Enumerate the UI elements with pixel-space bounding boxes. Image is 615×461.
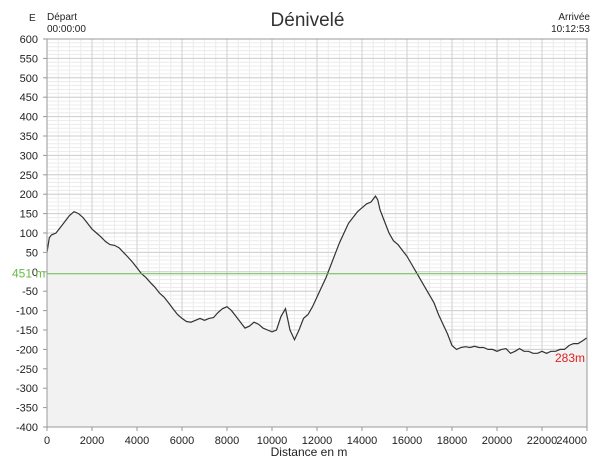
y-tick-label: 600	[20, 34, 38, 46]
x-tick-label: 0	[44, 435, 50, 447]
x-tick-label: 10000	[257, 435, 288, 447]
x-tick-label: 24000	[556, 435, 587, 447]
y-tick-label: 400	[20, 112, 38, 124]
x-tick-label: 4000	[125, 435, 149, 447]
x-tick-label: 2000	[80, 435, 104, 447]
y-tick-label: 250	[20, 170, 38, 182]
elevation-area	[47, 196, 587, 427]
x-tick-label: 6000	[170, 435, 194, 447]
end-time: 10:12:53	[551, 24, 590, 35]
y-tick-label: -100	[16, 306, 38, 318]
y-tick-label: 100	[20, 228, 38, 240]
y-tick-label: 450	[20, 92, 38, 104]
y-tick-label: -350	[16, 403, 38, 415]
elevation-line	[46, 195, 588, 355]
x-tick-label: 22000	[527, 435, 558, 447]
start-label: Départ	[47, 12, 78, 23]
x-tick-label: 12000	[302, 435, 333, 447]
y-tick-label: -200	[16, 344, 38, 356]
y-tick-label: 500	[20, 73, 38, 85]
x-tick-label: 20000	[482, 435, 513, 447]
y-tick-label: 550	[20, 53, 38, 65]
y-tick-label: 350	[20, 131, 38, 143]
end-label: Arrivée	[558, 12, 590, 23]
x-tick-label: 14000	[347, 435, 378, 447]
y-tick-label: 50	[26, 247, 38, 259]
reference-line-label: 451 m	[12, 267, 45, 281]
y-tick-label: 300	[20, 150, 38, 162]
start-time: 00:00:00	[47, 24, 86, 35]
y-tick-label: -150	[16, 325, 38, 337]
x-tick-label: 16000	[392, 435, 423, 447]
y-tick-label: -50	[22, 286, 38, 298]
end-elevation-label: 283m	[555, 351, 585, 365]
y-tick-label: 150	[20, 209, 38, 221]
x-tick-label: 18000	[437, 435, 468, 447]
unit-label: E	[29, 13, 36, 24]
y-tick-label: 200	[20, 189, 38, 201]
chart-title: Dénivelé	[270, 10, 345, 31]
y-axis-ticks: 600550500450400350300250200150100500-50-…	[16, 34, 47, 434]
x-tick-label: 8000	[215, 435, 239, 447]
x-axis-label: Distance en m	[271, 445, 348, 459]
y-tick-label: -300	[16, 383, 38, 395]
y-tick-label: 0	[32, 267, 38, 279]
y-tick-label: -400	[16, 422, 38, 434]
x-axis-ticks: 0 2000 4000 6000 8000 10000 12000 14000 16000 180…	[44, 427, 588, 447]
y-tick-label: -250	[16, 364, 38, 376]
